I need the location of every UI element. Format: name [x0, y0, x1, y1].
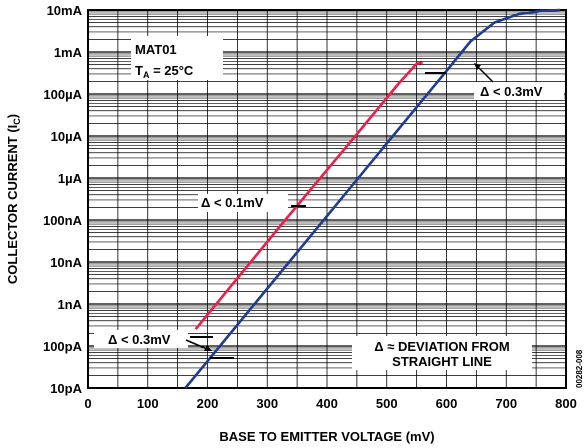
- y-tick-label: 100nA: [43, 213, 83, 228]
- x-tick-label: 700: [495, 396, 517, 411]
- device-label: MAT01: [135, 42, 177, 57]
- y-tick-label: 1µA: [58, 171, 83, 186]
- x-tick-label: 300: [256, 396, 278, 411]
- legend-line1: Δ ≈ DEVIATION FROM: [374, 339, 509, 354]
- y-tick-label: 10pA: [50, 381, 82, 396]
- figure-id: 00282-008: [575, 349, 584, 388]
- y-tick-label: 100µA: [43, 87, 82, 102]
- y-tick-label: 10nA: [50, 255, 82, 270]
- delta-low-label: Δ < 0.3mV: [108, 332, 171, 347]
- x-axis-title: BASE TO EMITTER VOLTAGE (mV): [219, 429, 434, 444]
- x-tick-label: 400: [316, 396, 338, 411]
- x-tick-label: 800: [555, 396, 577, 411]
- y-tick-label: 10mA: [47, 3, 83, 18]
- x-tick-label: 600: [436, 396, 458, 411]
- y-tick-label: 100pA: [43, 339, 83, 354]
- delta-high-label: Δ < 0.3mV: [480, 84, 543, 99]
- x-tick-label: 100: [137, 396, 159, 411]
- x-tick-label: 500: [376, 396, 398, 411]
- y-tick-label: 10µA: [51, 129, 83, 144]
- legend-line2: STRAIGHT LINE: [392, 354, 492, 369]
- x-tick-label: 200: [197, 396, 219, 411]
- y-axis-title: COLLECTOR CURRENT (IC): [5, 114, 22, 284]
- y-tick-label: 1mA: [54, 45, 83, 60]
- delta-high-arrow: [478, 67, 493, 82]
- x-tick-label: 0: [84, 396, 91, 411]
- y-tick-label: 1nA: [57, 297, 82, 312]
- delta-mid-label: Δ < 0.1mV: [201, 195, 264, 210]
